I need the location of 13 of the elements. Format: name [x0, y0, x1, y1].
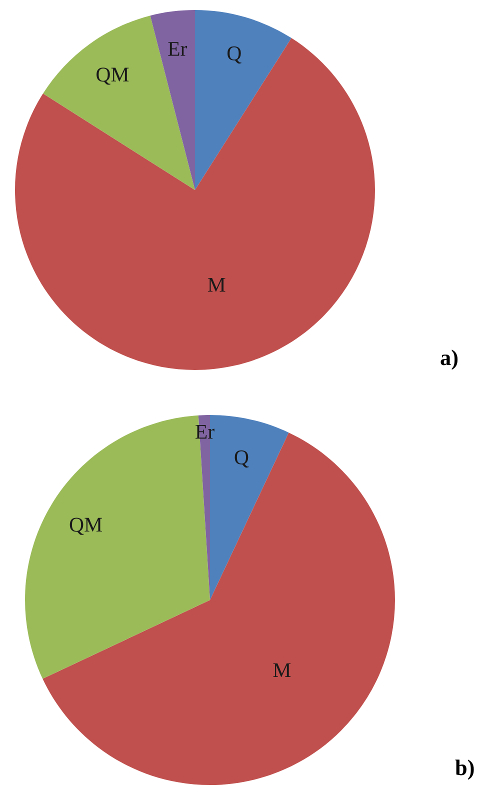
slice-label: QM [70, 518, 102, 535]
text: a) [440, 350, 458, 370]
slice-label: Q [234, 450, 249, 468]
slice-label: QM [96, 68, 129, 85]
slice-label: M [208, 278, 226, 292]
slice-label: Er [168, 42, 188, 56]
slice-label: Q [228, 46, 242, 64]
pie-slice [195, 10, 292, 190]
pie-slice [43, 16, 195, 190]
text: b) [455, 760, 474, 780]
slice-label: M [273, 663, 291, 677]
pie-slice [15, 38, 375, 370]
pie-slice [150, 10, 195, 190]
